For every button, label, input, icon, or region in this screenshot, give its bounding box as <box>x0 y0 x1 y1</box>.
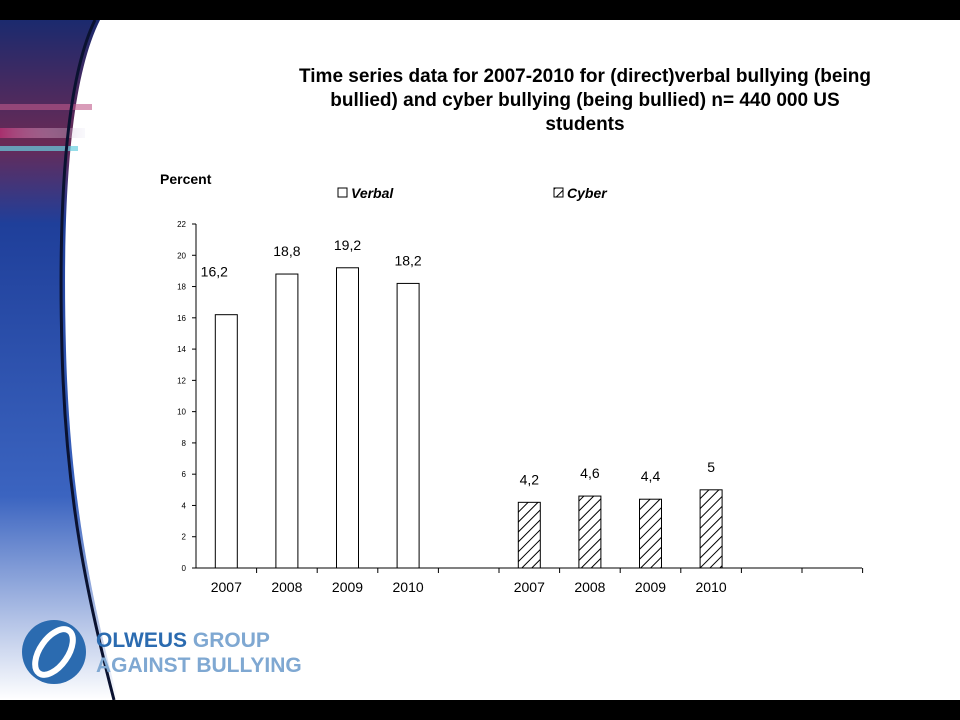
data-label: 5 <box>707 459 715 475</box>
legend-label: Cyber <box>567 185 608 201</box>
cyber-bar-2009 <box>639 498 662 569</box>
x-tick-label: 2008 <box>574 579 605 595</box>
slide: Time series data for 2007-2010 for (dire… <box>0 20 960 700</box>
verbal-bar-2007 <box>214 314 238 569</box>
y-tick-label: 2 <box>182 533 187 542</box>
data-label: 18,2 <box>394 252 421 268</box>
data-label: 18,8 <box>273 243 300 259</box>
verbal-bar-2009 <box>336 267 359 569</box>
x-tick-label: 2010 <box>393 579 424 595</box>
logo-word-olweus: OLWEUS <box>96 629 188 652</box>
chart-title: Time series data for 2007-2010 for (dire… <box>299 66 871 135</box>
y-tick-label: 20 <box>177 251 186 260</box>
y-tick-label: 0 <box>182 564 187 573</box>
y-tick-label: 10 <box>177 408 186 417</box>
bar-chart: 0 2 4 6 8 10 12 14 16 18 20 22 16,2 2007 18,8 2008 19,2 2… <box>160 171 864 595</box>
data-label: 16,2 <box>201 264 228 280</box>
logo-line-2: AGAINST BULLYING <box>96 654 302 677</box>
cyber-bar-2010 <box>699 489 723 569</box>
legend-swatch <box>553 187 564 198</box>
y-tick-label: 18 <box>177 283 186 292</box>
y-tick-label: 22 <box>177 220 186 229</box>
y-tick-label: 8 <box>182 439 187 448</box>
logo-line-1: OLWEUS GROUP <box>96 628 302 653</box>
data-label: 4,4 <box>641 468 661 484</box>
x-tick-label: 2010 <box>696 579 727 595</box>
olweus-logo-icon <box>22 620 86 684</box>
legend-label: Verbal <box>351 185 394 201</box>
cyber-bar-2008 <box>578 495 602 569</box>
y-tick-label: 12 <box>177 376 186 385</box>
x-tick-label: 2007 <box>211 579 242 595</box>
logo-word-group: GROUP <box>192 629 270 652</box>
y-tick-label: 4 <box>182 501 187 510</box>
y-axis-title: Percent <box>160 171 212 187</box>
x-tick-label: 2009 <box>332 579 363 595</box>
verbal-bar-2010 <box>396 282 420 569</box>
x-tick-label: 2007 <box>514 579 545 595</box>
x-tick-label: 2008 <box>271 579 302 595</box>
y-tick-label: 14 <box>177 345 186 354</box>
decorative-left-banner <box>0 20 118 700</box>
y-tick-label: 6 <box>182 470 187 479</box>
data-label: 4,2 <box>520 471 540 487</box>
verbal-bar-2008 <box>275 273 299 569</box>
y-tick-label: 16 <box>177 314 186 323</box>
data-label: 4,6 <box>580 465 600 481</box>
logo-wordmark: OLWEUS GROUP AGAINST BULLYING <box>96 628 302 678</box>
legend-swatch <box>337 187 348 198</box>
data-label: 19,2 <box>334 237 361 253</box>
x-tick-label: 2009 <box>635 579 666 595</box>
cyber-bar-2007 <box>517 501 541 569</box>
